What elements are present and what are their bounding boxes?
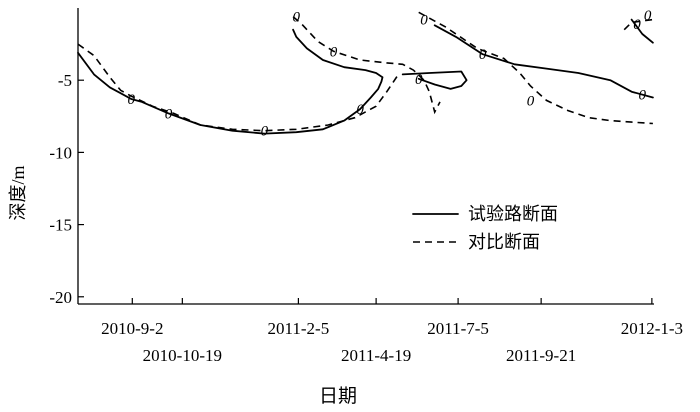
zero-isotherm-label: 0 [356, 102, 364, 118]
y-axis-label: 深度/m [8, 165, 28, 220]
legend: 试验路断面 对比断面 [412, 204, 558, 252]
zero-isotherm-label: 0 [293, 10, 301, 26]
zero-isotherm-label: 0 [479, 47, 487, 63]
axes [77, 8, 654, 305]
series-2-line-segment-1 [77, 43, 399, 132]
x-tick-label: 2011-7-5 [427, 319, 489, 338]
zero-isotherm-label: 0 [527, 93, 535, 109]
series-1-line-segment-3 [433, 24, 654, 99]
zero-isotherm-label: 0 [633, 17, 641, 33]
zero-isotherm-label: 0 [165, 106, 173, 122]
y-tick-label: -10 [49, 143, 72, 162]
x-tick-label: 2011-2-5 [268, 319, 330, 338]
x-tick-label: 2012-1-3 [621, 319, 683, 338]
legend-label-series-1: 试验路断面 [468, 204, 558, 224]
series-2-line-segment-4 [623, 18, 654, 31]
zero-isotherm-label: 0 [261, 124, 269, 140]
zero-isotherm-label: 0 [420, 13, 428, 29]
series-2-line-segment-2 [292, 16, 441, 115]
y-tick-label: -20 [49, 288, 72, 307]
x-tick-label: 2010-9-2 [101, 319, 163, 338]
zero-isotherm-label: 0 [644, 8, 652, 24]
series-1-line-segment-2 [401, 70, 468, 90]
x-tick-label: 2011-9-21 [506, 346, 576, 365]
x-tick-label: 2010-10-19 [143, 346, 222, 365]
y-tick-label: -15 [49, 216, 72, 235]
zero-isotherm-label: 0 [639, 88, 647, 104]
ticks: -5 -10 -15 -20 2010-9-2 2011-2-5 2011-7-5 2012-… [49, 71, 683, 365]
y-tick-label: -5 [58, 71, 72, 90]
x-tick-label: 2011-4-19 [341, 346, 411, 365]
series-1-line-segment-1 [77, 28, 384, 135]
zero-isotherm-label: 0 [330, 44, 338, 60]
series-2-line-segment-3 [418, 11, 653, 125]
series-1-line-segment-4 [630, 18, 654, 44]
zero-isotherm-label: 0 [415, 72, 423, 88]
x-axis-label: 日期 [319, 385, 357, 407]
legend-label-series-2: 对比断面 [468, 232, 540, 252]
zero-isotherm-label: 0 [127, 92, 135, 108]
